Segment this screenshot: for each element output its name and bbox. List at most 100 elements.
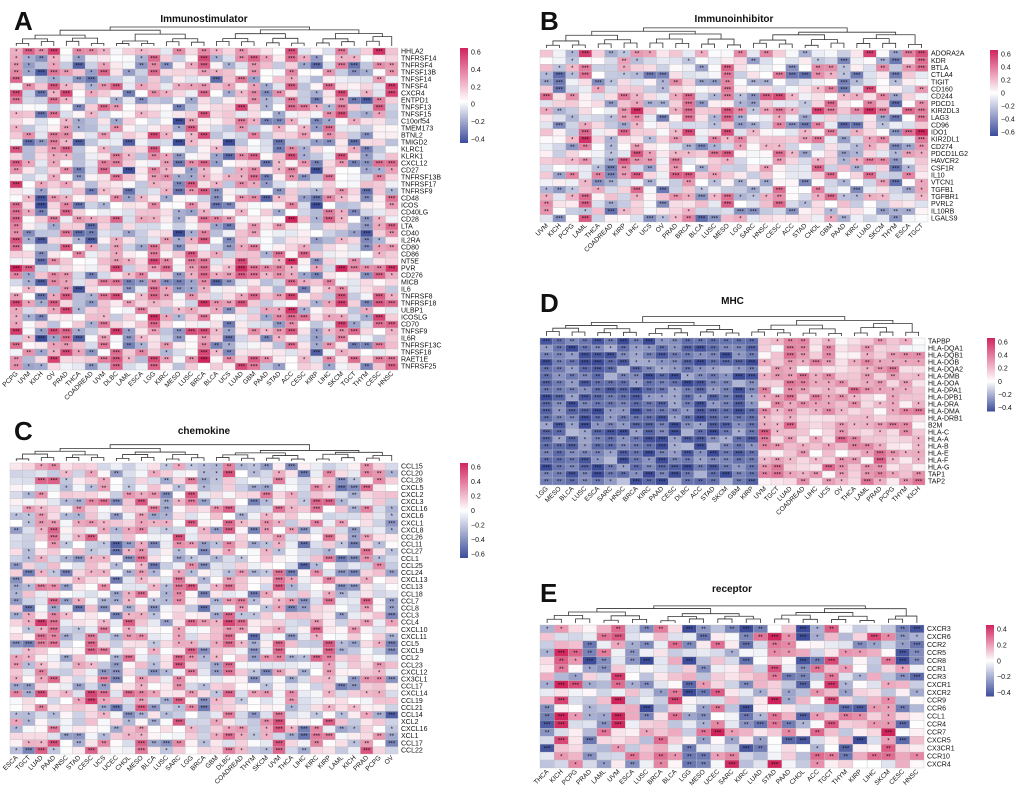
heatmap-cell: [260, 611, 274, 620]
heatmap-cell: [235, 505, 248, 513]
heatmap-cell: [122, 173, 136, 182]
heatmap-cell: [210, 633, 223, 641]
heatmap-cell: [310, 180, 324, 189]
heatmap-cell: [172, 110, 186, 119]
heatmap-cell: [97, 661, 111, 670]
heatmap-cell: [591, 107, 605, 115]
heatmap-cell: [798, 164, 812, 173]
heatmap-cell: [360, 208, 374, 217]
heatmap-cell: [247, 236, 261, 245]
significance-mark: ***: [238, 364, 246, 370]
heatmap-cell: [372, 187, 386, 196]
significance-mark: ***: [326, 217, 334, 223]
heatmap-cell: [322, 61, 336, 70]
heatmap-cell: [285, 611, 299, 620]
significance-mark: *: [28, 161, 31, 167]
row-label: TNFRSF13B: [401, 174, 441, 181]
heatmap-cell: [185, 54, 198, 63]
significance-mark: **: [152, 706, 157, 712]
heatmap-cell: [347, 547, 361, 556]
heatmap-cell: [552, 49, 567, 58]
significance-mark: **: [829, 87, 834, 93]
heatmap-cell: [310, 540, 324, 549]
significance-mark: ***: [363, 599, 371, 605]
significance-mark: ***: [238, 266, 246, 272]
significance-mark: ***: [200, 63, 208, 69]
heatmap-cell: [297, 229, 311, 238]
significance-mark: **: [64, 168, 69, 174]
heatmap-cell: [811, 128, 825, 137]
row-label: TNFSF14: [401, 76, 431, 83]
significance-mark: ***: [789, 209, 797, 215]
heatmap-cell: [360, 355, 374, 364]
heatmap-cell: [863, 200, 877, 208]
heatmap-cell: [172, 75, 186, 84]
significance-mark: **: [277, 119, 282, 125]
heatmap-cell: [247, 604, 261, 613]
heatmap-cell: [372, 54, 386, 63]
heatmap-cell: [385, 173, 399, 182]
significance-mark: ***: [200, 189, 208, 195]
heatmap-cell: [59, 562, 73, 570]
heatmap-cell: [322, 180, 336, 189]
heatmap-cell: [197, 633, 211, 641]
significance-mark: ***: [150, 564, 158, 570]
heatmap-cell: [850, 214, 864, 223]
significance-mark: ***: [288, 329, 296, 335]
heatmap-cell: [656, 121, 670, 130]
significance-mark: **: [164, 357, 169, 363]
heatmap-cell: [160, 110, 173, 119]
heatmap-cell: [850, 178, 864, 187]
significance-mark: **: [152, 266, 157, 272]
heatmap-cell: [47, 704, 61, 712]
significance-mark: ***: [63, 231, 71, 237]
heatmap-cell: [235, 477, 248, 485]
heatmap-cell: [210, 547, 223, 556]
heatmap-cell: [850, 56, 864, 65]
heatmap-cell: [785, 171, 799, 180]
heatmap-cell: [134, 250, 148, 259]
significance-mark: **: [89, 301, 94, 307]
significance-mark: **: [102, 706, 107, 712]
significance-mark: **: [64, 133, 69, 139]
significance-mark: **: [893, 209, 898, 215]
heatmap-cell: [22, 675, 36, 684]
significance-mark: ***: [188, 521, 196, 527]
heatmap-cell: [9, 697, 23, 705]
heatmap-cell: [310, 313, 324, 322]
heatmap-cell: [84, 704, 98, 712]
heatmap-cell: [310, 306, 324, 315]
heatmap-cell: [72, 469, 86, 478]
heatmap-cell: [59, 640, 73, 648]
heatmap-cell: [372, 124, 386, 133]
significance-mark: ***: [125, 692, 133, 698]
heatmap-cell: [147, 711, 161, 719]
significance-mark: **: [127, 336, 132, 342]
heatmap-cell: [147, 306, 161, 315]
heatmap-cell: [197, 725, 211, 733]
significance-mark: ***: [63, 308, 71, 314]
heatmap-cell: [310, 512, 324, 520]
significance-mark: **: [738, 123, 743, 129]
heatmap-cell: [322, 505, 336, 513]
significance-mark: **: [127, 91, 132, 97]
significance-mark: **: [214, 599, 219, 605]
significance-mark: **: [829, 66, 834, 72]
significance-mark: **: [227, 273, 232, 279]
significance-mark: **: [102, 685, 107, 691]
significance-mark: **: [64, 343, 69, 349]
heatmap-cell: [310, 355, 324, 364]
heatmap-cell: [235, 215, 248, 224]
heatmap-cell: [222, 257, 236, 266]
significance-mark: **: [214, 670, 219, 676]
significance-mark: *: [15, 126, 18, 132]
heatmap-cell: [669, 121, 683, 130]
heatmap-cell: [72, 341, 86, 350]
significance-mark: *: [265, 105, 268, 111]
significance-mark: **: [673, 80, 678, 86]
significance-mark: ***: [251, 56, 259, 62]
heatmap-cell: [197, 675, 211, 684]
significance-mark: ***: [175, 656, 183, 662]
heatmap-cell: [222, 562, 236, 570]
